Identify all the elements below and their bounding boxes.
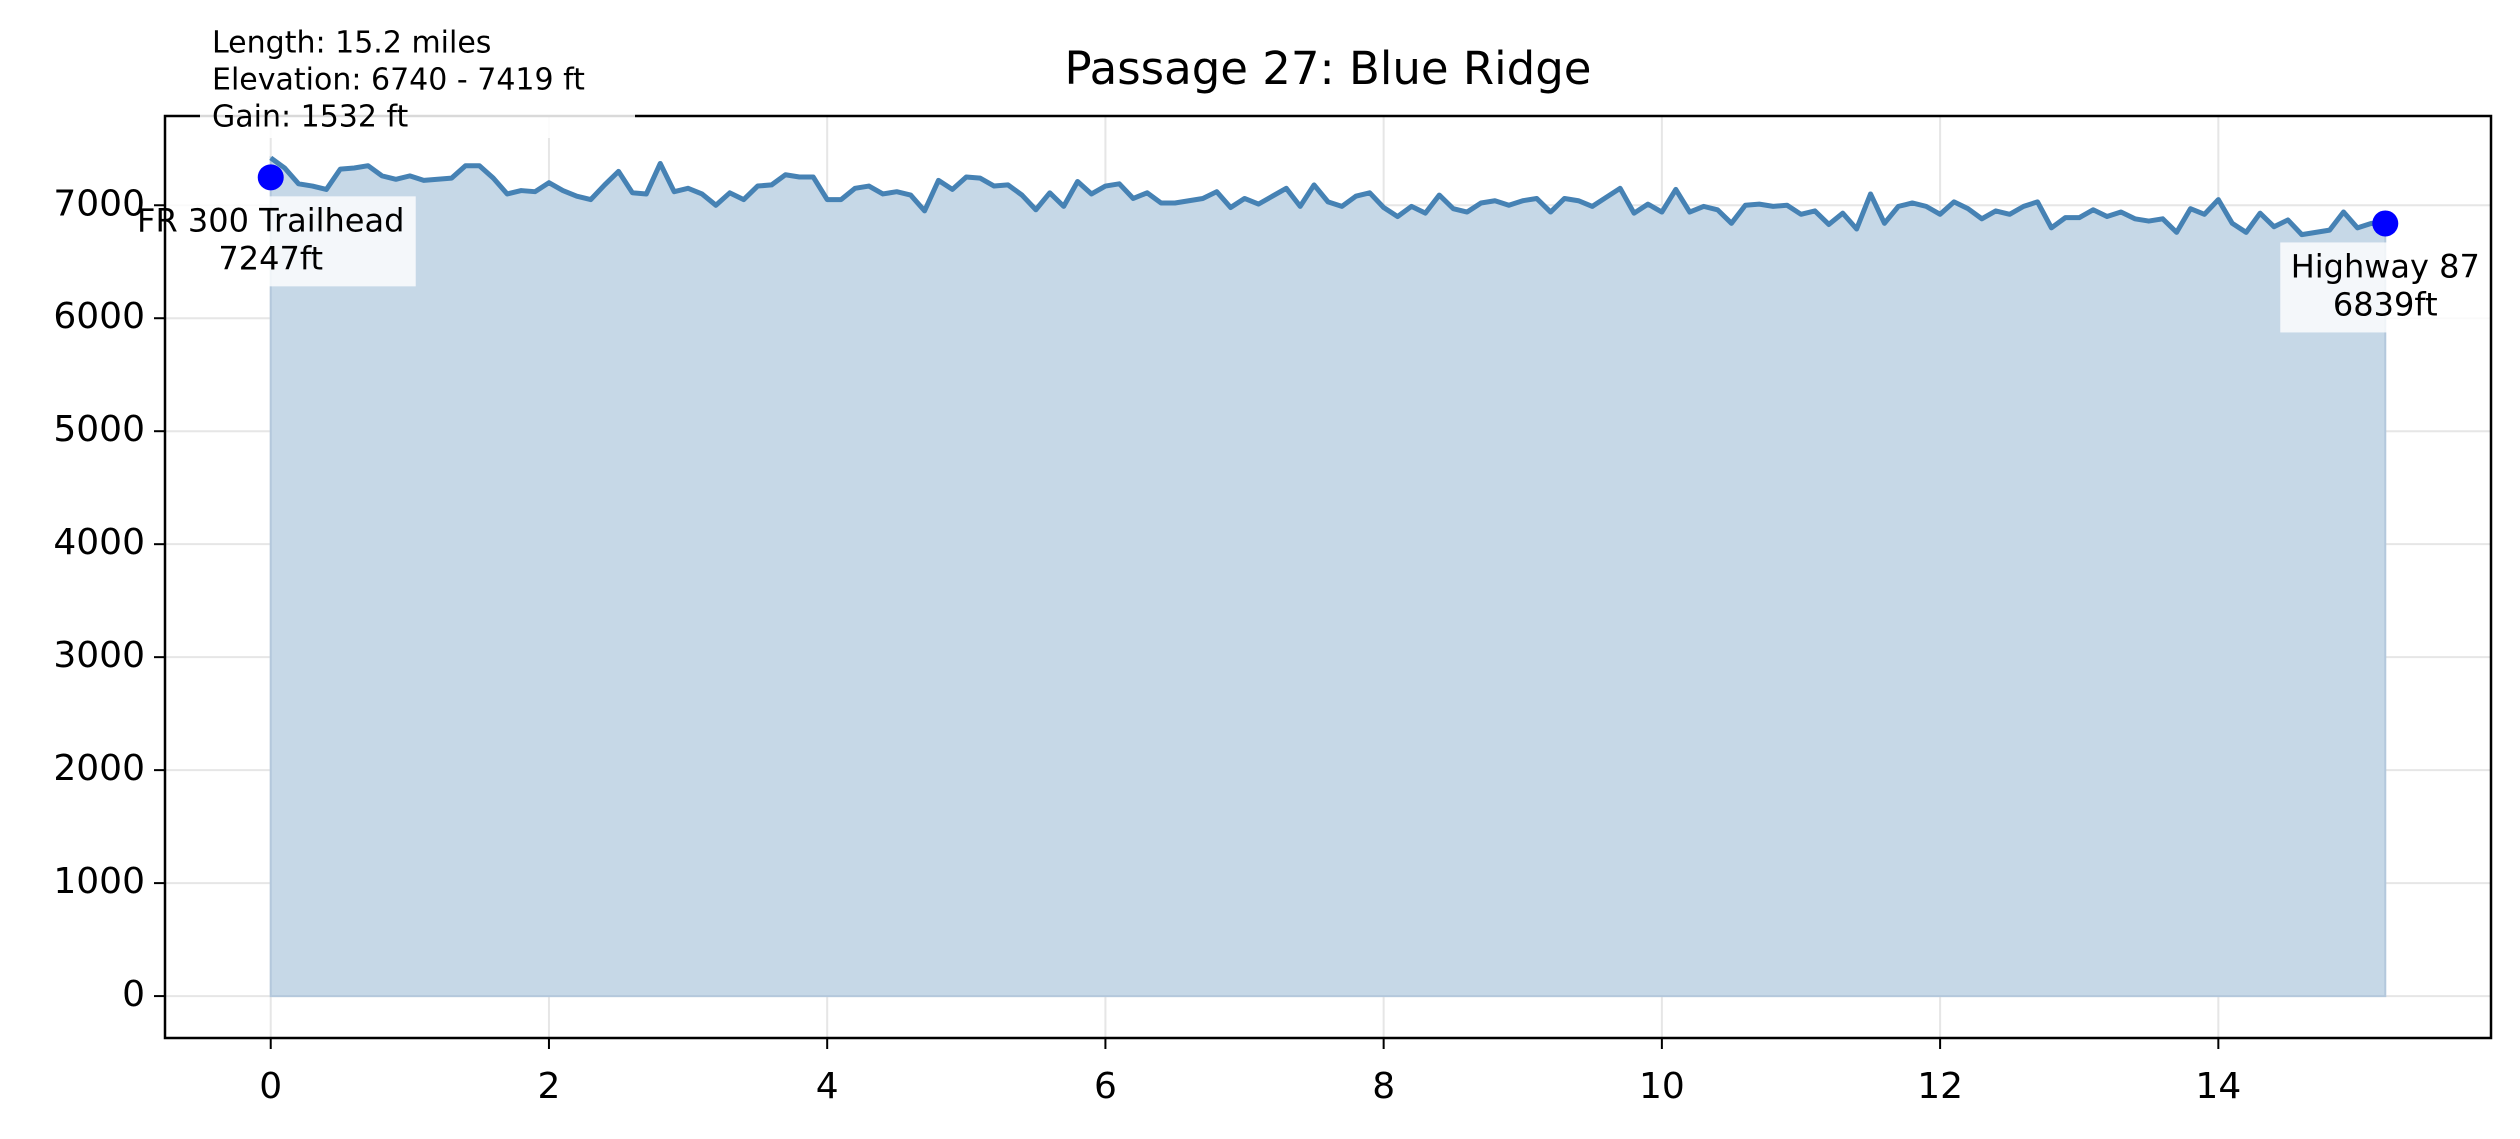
- endpoint-marker: [2372, 210, 2399, 237]
- label-box: [2280, 242, 2491, 333]
- label-box: [125, 196, 416, 287]
- x-tick-label: 10: [1639, 1066, 1685, 1107]
- y-tick-label: 5000: [53, 409, 145, 450]
- x-tick-label: 6: [1094, 1066, 1117, 1107]
- y-tick-label: 6000: [53, 296, 145, 337]
- elevation-area: [269, 155, 2387, 998]
- x-tick-label: 4: [816, 1066, 839, 1107]
- y-tick-label: 7000: [53, 183, 145, 224]
- y-tick-label: 0: [122, 974, 145, 1015]
- x-tick-label: 0: [259, 1066, 282, 1107]
- endpoint-name: FR 300 Trailhead: [137, 201, 404, 239]
- y-tick-label: 3000: [53, 635, 145, 676]
- x-tick-label: 14: [2195, 1066, 2241, 1107]
- y-tick-label: 1000: [53, 861, 145, 902]
- info-text: Length: 15.2 miles: [212, 26, 491, 61]
- endpoint-name: Highway 87: [2291, 247, 2480, 285]
- y-tick-label: 2000: [53, 748, 145, 789]
- info-box: [200, 20, 635, 138]
- endpoint-marker: [257, 164, 284, 191]
- info-text: Gain: 1532 ft: [212, 100, 409, 135]
- endpoint-elevation: 7247ft: [218, 239, 323, 277]
- axes-frame: [163, 114, 2493, 1040]
- info-text: Elevation: 6740 - 7419 ft: [212, 63, 585, 98]
- x-tick-label: 12: [1917, 1066, 1963, 1107]
- chart-title: Passage 27: Blue Ridge: [1065, 42, 1592, 95]
- x-tick-label: 2: [538, 1066, 561, 1107]
- y-tick-label: 4000: [53, 522, 145, 563]
- endpoint-elevation: 6839ft: [2333, 285, 2438, 323]
- x-tick-label: 8: [1372, 1066, 1395, 1107]
- elevation-line: [269, 155, 2386, 238]
